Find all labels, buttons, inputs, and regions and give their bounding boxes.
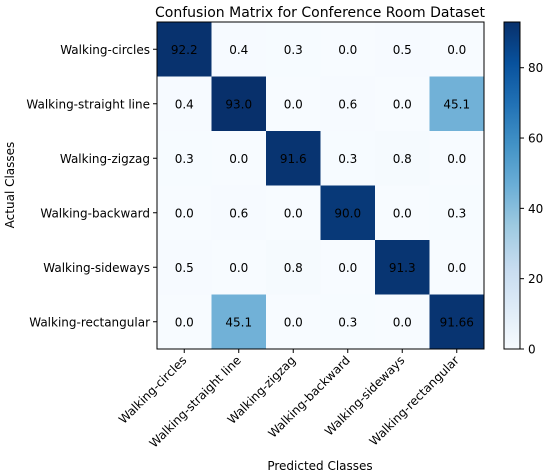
heatmap-cell-r5-c1 — [211, 294, 267, 350]
heatmap-cells — [157, 22, 485, 350]
heatmap-cell-r1-c0 — [157, 76, 212, 132]
heatmap-cell-r1-c1 — [211, 76, 267, 132]
cell-value-label: 0.0 — [338, 261, 357, 275]
cell-value-label: 0.3 — [338, 315, 357, 329]
cell-value-label: 0.5 — [175, 261, 194, 275]
heatmap-cell-r2-c5 — [429, 131, 485, 186]
colorbar-ticks: 0 20 40 60 80 — [520, 61, 543, 357]
cell-value-label: 0.0 — [284, 315, 303, 329]
cell-value-label: 0.4 — [229, 43, 248, 57]
colorbar-tick-label: 80 — [528, 61, 543, 75]
cell-value-label: 0.0 — [175, 315, 194, 329]
colorbar-tick-label: 20 — [528, 272, 543, 286]
cell-value-label: 0.0 — [229, 152, 248, 166]
heatmap-cell-r5-c5 — [429, 294, 485, 350]
heatmap-cell-r4-c4 — [375, 240, 430, 295]
heatmap-cell-r5-c2 — [266, 294, 321, 350]
x-tick-label: Walking-rectangular — [367, 353, 462, 448]
plot-frame — [156, 21, 485, 350]
x-tick-label: Walking-straight line — [147, 353, 244, 450]
cell-value-label: 0.3 — [284, 43, 303, 57]
colorbar-tick-label: 60 — [528, 132, 543, 146]
cell-value-label: 0.4 — [175, 97, 194, 111]
cell-value-label: 0.5 — [393, 43, 412, 57]
cell-value-label: 0.0 — [284, 97, 303, 111]
heatmap-cell-r0-c4 — [375, 22, 430, 77]
cell-value-label: 0.0 — [393, 97, 412, 111]
cell-value-label: 0.6 — [229, 206, 248, 220]
heatmap-cell-r4-c0 — [157, 240, 212, 295]
y-tick-label: Walking-straight line — [26, 97, 150, 111]
cell-value-label: 92.2 — [171, 43, 198, 57]
heatmap-cell-r3-c3 — [320, 185, 376, 241]
cell-value-label: 0.6 — [338, 97, 357, 111]
cell-value-label: 90.0 — [334, 206, 361, 220]
cell-value-label: 0.0 — [338, 43, 357, 57]
cell-value-label: 0.0 — [175, 206, 194, 220]
heatmap-cell-r4-c3 — [320, 240, 376, 295]
heatmap-cell-r3-c1 — [211, 185, 267, 241]
colorbar-tick-label: 40 — [528, 202, 543, 216]
cell-value-label: 0.0 — [284, 206, 303, 220]
y-axis-ticks: Walking-circles Walking-straight line Walk… — [26, 43, 157, 329]
x-axis-label: Predicted Classes — [267, 459, 372, 473]
heatmap-cell-r4-c1 — [211, 240, 267, 295]
colorbar-tick-label: 0 — [528, 343, 536, 357]
heatmap-cell-r2-c3 — [320, 131, 376, 186]
heatmap-cell-r5-c0 — [157, 294, 212, 350]
cell-value-label: 0.0 — [447, 43, 466, 57]
cell-value-label: 0.3 — [447, 206, 466, 220]
heatmap-cell-r4-c2 — [266, 240, 321, 295]
heatmap-cell-r5-c4 — [375, 294, 430, 350]
cell-value-label: 0.0 — [447, 152, 466, 166]
cell-value-label: 0.3 — [175, 152, 194, 166]
heatmap-cell-r2-c2 — [266, 131, 321, 186]
cell-value-label: 0.8 — [284, 261, 303, 275]
heatmap-cell-r1-c2 — [266, 76, 321, 132]
cell-value-label: 0.8 — [393, 152, 412, 166]
cell-value-label: 91.3 — [389, 261, 416, 275]
cell-value-label: 0.0 — [229, 261, 248, 275]
heatmap-cell-r2-c0 — [157, 131, 212, 186]
y-tick-label: Walking-sideways — [43, 261, 150, 275]
heatmap-cell-r4-c5 — [429, 240, 485, 295]
heatmap-cell-r5-c3 — [320, 294, 376, 350]
cell-value-label: 91.66 — [440, 315, 474, 329]
cell-value-label: 0.0 — [447, 261, 466, 275]
cell-value-label: 45.1 — [225, 315, 252, 329]
heatmap-cell-r3-c2 — [266, 185, 321, 241]
cell-value-label: 91.6 — [280, 152, 307, 166]
heatmap-cell-labels: 92.2 0.4 0.3 0.0 0.5 0.0 0.4 93.0 0.0 0.6 0.0 45.1 0… — [171, 43, 474, 330]
y-tick-label: Walking-zigzag — [60, 152, 150, 166]
heatmap-cell-r0-c5 — [429, 22, 485, 77]
colorbar — [503, 21, 521, 350]
cell-value-label: 0.0 — [393, 206, 412, 220]
heatmap-cell-r3-c0 — [157, 185, 212, 241]
cell-value-label: 0.0 — [393, 315, 412, 329]
heatmap-cell-r0-c3 — [320, 22, 376, 77]
cell-value-label: 45.1 — [443, 97, 470, 111]
heatmap-cell-r1-c5 — [429, 76, 485, 132]
chart-title: Confusion Matrix for Conference Room Dat… — [155, 5, 485, 21]
y-axis-label: Actual Classes — [3, 142, 17, 229]
heatmap-cell-r0-c0 — [157, 22, 212, 77]
y-tick-label: Walking-rectangular — [29, 315, 150, 329]
heatmap-cell-r2-c4 — [375, 131, 430, 186]
heatmap-cell-r0-c2 — [266, 22, 321, 77]
heatmap-cell-r1-c3 — [320, 76, 376, 132]
cell-value-label: 0.3 — [338, 152, 357, 166]
heatmap-cell-r0-c1 — [211, 22, 267, 77]
heatmap-cell-r2-c1 — [211, 131, 267, 186]
heatmap-cell-r3-c5 — [429, 185, 485, 241]
heatmap-cell-r1-c4 — [375, 76, 430, 132]
heatmap-cell-r3-c4 — [375, 185, 430, 241]
y-tick-label: Walking-backward — [40, 206, 150, 220]
y-tick-label: Walking-circles — [60, 43, 150, 57]
cell-value-label: 93.0 — [225, 97, 252, 111]
